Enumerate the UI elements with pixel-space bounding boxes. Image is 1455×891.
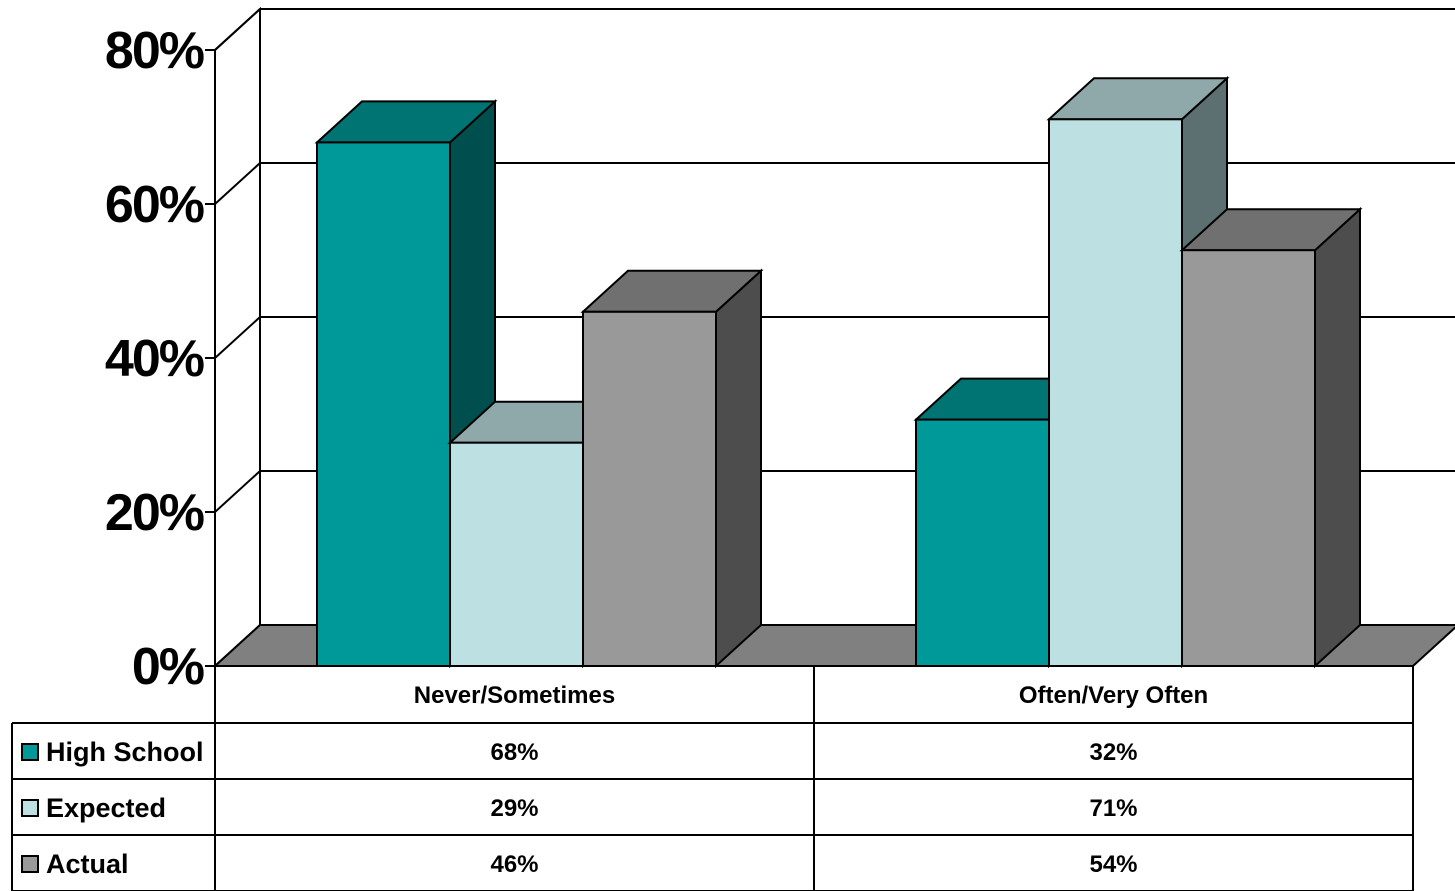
legend-swatch xyxy=(21,799,39,817)
y-tick-label: 80% xyxy=(105,22,204,80)
bar xyxy=(1048,118,1183,668)
data-label: 29% xyxy=(490,795,538,822)
gridline-side xyxy=(214,470,261,513)
bar xyxy=(449,441,584,668)
category-label: Often/Very Often xyxy=(1019,682,1208,709)
gridline-side xyxy=(214,316,261,359)
data-table: Never/Sometimes Often/Very Often High Scho… xyxy=(11,666,1414,891)
legend-label: Actual xyxy=(46,849,129,879)
data-label: 46% xyxy=(490,851,538,878)
data-label: 68% xyxy=(490,739,538,766)
bar xyxy=(915,418,1050,667)
legend-swatch xyxy=(21,855,39,873)
y-tick-label: 60% xyxy=(105,176,204,234)
bar xyxy=(582,310,717,667)
data-label: 71% xyxy=(1089,795,1137,822)
bars xyxy=(314,76,1363,669)
y-tick-label: 20% xyxy=(105,484,204,542)
data-label: 32% xyxy=(1089,739,1137,766)
category-label: Never/Sometimes xyxy=(414,682,615,709)
bar-side xyxy=(715,268,762,669)
y-tick-label: 40% xyxy=(105,330,204,388)
bar xyxy=(1181,249,1316,667)
gridline-side xyxy=(214,162,261,205)
legend-swatch xyxy=(21,743,39,761)
gridline-side xyxy=(214,8,261,51)
legend-label: High School xyxy=(46,737,204,767)
legend-label: Expected xyxy=(46,793,166,823)
y-axis: 0% 20% 40% 60% 80% xyxy=(105,22,216,696)
bar-side xyxy=(1314,206,1361,669)
data-label: 54% xyxy=(1089,851,1137,878)
bar xyxy=(316,141,451,667)
y-tick-label: 0% xyxy=(132,638,204,696)
